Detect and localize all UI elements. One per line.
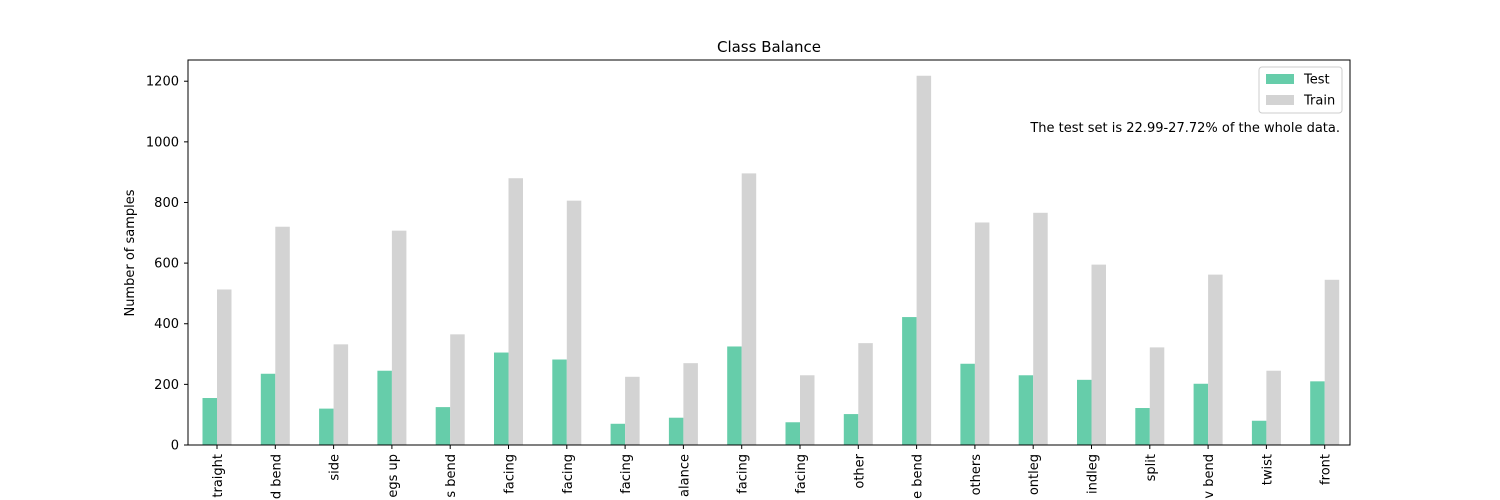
bar-train-9 [741,173,757,445]
x-tick-label-4: s bend [444,454,459,498]
y-tick-label-0: 0 [171,439,179,454]
y-axis-label: Number of samples [123,189,138,316]
x-tick-label-18: twist [1260,454,1275,485]
bar-test-3 [377,370,392,445]
bar-train-0 [217,289,232,445]
x-tick-label-19: front [1319,454,1334,485]
legend-swatch-test [1266,74,1294,84]
bar-train-15 [1091,264,1106,445]
x-tick-label-12: e bend [911,454,926,499]
plot-frame [187,59,1351,446]
bar-train-1 [275,226,290,445]
y-tick-label-2: 400 [154,317,179,332]
x-tick-label-15: indleg [1086,454,1101,494]
bar-train-12 [916,75,932,445]
y-tick-label-5: 1000 [146,135,179,150]
x-tick-label-6: facing [561,454,576,494]
bar-train-3 [391,230,407,445]
bar-test-12 [902,317,917,445]
x-tick-label-2: side [328,454,343,481]
y-tick-label-3: 600 [154,257,179,272]
chart-title: Class Balance [717,38,821,56]
bar-train-19 [1324,279,1340,445]
bar-test-2 [319,408,334,445]
x-tick-label-5: facing [503,454,518,494]
x-tick-label-1: d bend [269,454,284,499]
bar-train-18 [1266,370,1281,445]
bar-train-16 [1149,347,1165,445]
legend-label-test: Test [1303,73,1330,88]
y-tick-label-1: 200 [154,378,179,393]
legend: Test Train [1258,66,1343,114]
bar-test-1 [260,373,276,445]
x-tick-label-16: split [1144,454,1159,481]
bar-test-5 [494,352,509,445]
x-tick-label-11: other [852,453,867,488]
bar-train-7 [625,376,640,445]
bar-train-10 [800,375,815,445]
x-tick-label-14: ontleg [1027,454,1042,495]
x-tick-label-7: facing [619,454,634,494]
bar-train-8 [683,363,698,445]
bar-test-19 [1310,381,1325,445]
bar-test-17 [1193,383,1209,445]
x-tick-label-8: alance [677,454,692,497]
bars-layer [202,75,1340,446]
bar-test-10 [785,422,800,445]
bar-train-4 [450,334,465,445]
bar-test-13 [960,363,975,445]
x-tick-label-17: v bend [1202,454,1217,499]
x-tick-label-0: traight [211,454,226,498]
bar-train-6 [566,200,582,445]
bar-train-14 [1033,212,1048,445]
x-tick-label-13: others [969,454,984,496]
x-tick-label-9: facing [736,454,751,494]
bar-test-7 [610,423,626,445]
bar-test-18 [1251,420,1267,445]
bar-test-8 [668,417,684,445]
bar-test-4 [435,407,451,445]
y-tick-label-4: 800 [154,196,179,211]
bar-test-11 [843,414,859,445]
bar-test-14 [1018,375,1034,445]
x-tick-label-10: facing [794,454,809,494]
legend-label-train: Train [1303,94,1335,109]
y-axis: 0 200 400 600 800 1000 1200 [146,75,188,454]
bar-test-6 [552,359,567,445]
bar-train-2 [333,344,349,445]
bar-test-15 [1077,379,1092,445]
x-tick-label-3: egs up [386,454,401,498]
bar-test-16 [1135,408,1150,445]
bar-train-13 [974,222,990,445]
bar-test-9 [727,346,742,445]
bar-train-5 [508,178,523,446]
bar-train-11 [858,343,873,445]
chart-annotation: The test set is 22.99-27.72% of the whol… [1029,121,1340,136]
bar-train-17 [1208,274,1223,445]
x-axis: traight d bend side egs up s bend facing facin… [211,445,1334,499]
legend-swatch-train [1266,95,1294,105]
y-tick-label-6: 1200 [146,75,179,90]
bar-test-0 [202,398,217,445]
